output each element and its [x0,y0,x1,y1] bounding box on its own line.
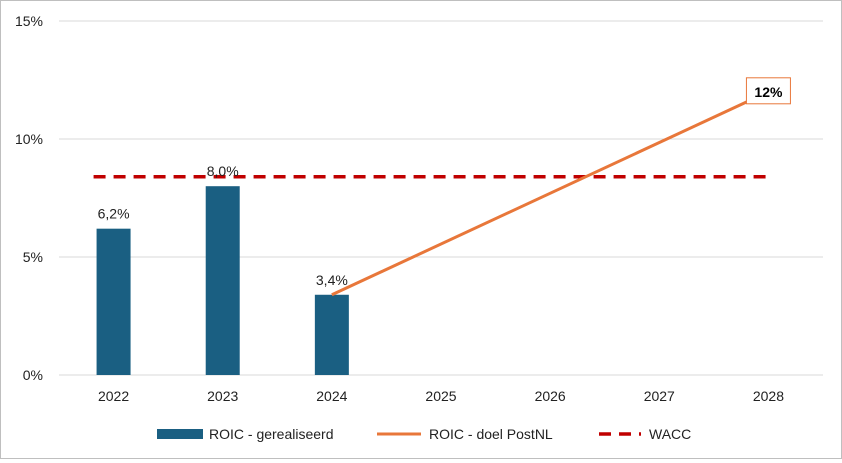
x-tick-label: 2024 [316,388,347,404]
legend-label: ROIC - gerealiseerd [209,426,334,442]
bar [96,228,131,375]
callout-label: 12% [754,84,783,100]
gridlines [59,20,823,376]
bar-data-label: 6,2% [98,206,130,222]
y-tick-label: 0% [23,367,43,383]
x-tick-label: 2023 [207,388,238,404]
target-line-layer [331,90,770,297]
y-axis-tick-labels: 0% 5% 10% 15% [15,13,43,383]
bar [205,186,240,375]
x-tick-label: 2026 [535,388,566,404]
target-line [331,90,770,297]
bar-data-labels: 6,2% 8,0% 3,4% [98,163,348,288]
x-axis-tick-labels: 2022 2023 2024 2025 2026 2027 2028 [98,388,784,404]
x-tick-label: 2022 [98,388,129,404]
bar [314,294,349,375]
bar-data-label: 3,4% [316,272,348,288]
x-tick-label: 2025 [425,388,456,404]
target-callout: 12% [745,77,791,105]
legend-swatch-bar [157,429,203,439]
bars-roic-gerealiseerd [96,186,349,375]
callout-box [745,77,791,105]
bar-data-label: 8,0% [207,163,239,179]
y-tick-label: 5% [23,249,43,265]
legend: ROIC - gerealiseerd ROIC - doel PostNL WAC… [157,426,691,442]
y-tick-label: 15% [15,13,43,29]
legend-label: WACC [649,426,691,442]
x-tick-label: 2027 [644,388,675,404]
y-tick-label: 10% [15,131,43,147]
x-tick-label: 2028 [753,388,784,404]
legend-label: ROIC - doel PostNL [429,426,553,442]
